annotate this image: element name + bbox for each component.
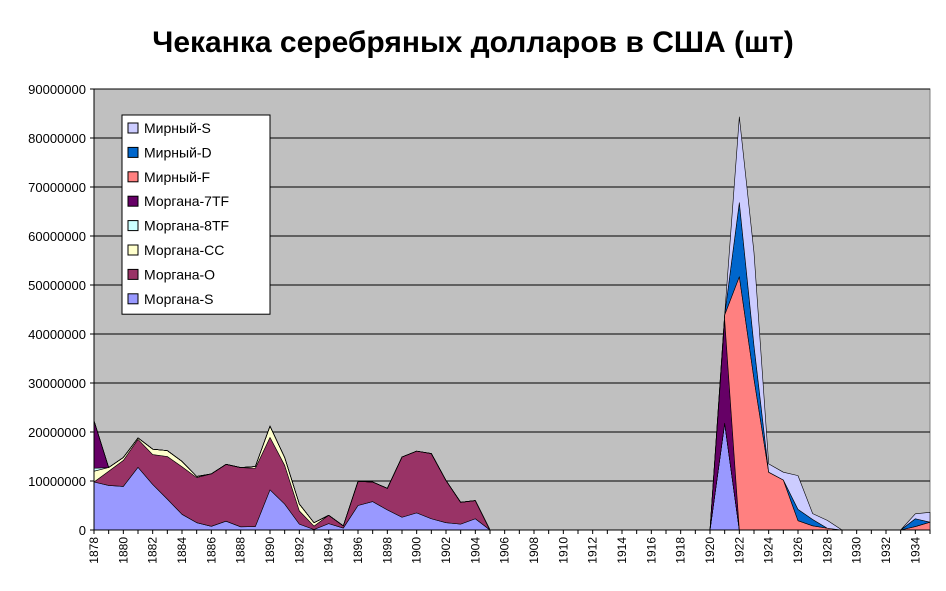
x-tick-label: 1882 (146, 537, 160, 564)
x-tick-label: 1912 (586, 537, 600, 564)
x-tick-label: 1924 (762, 537, 776, 564)
x-tick-label: 1932 (879, 537, 893, 564)
legend-swatch (127, 195, 139, 207)
chart-title: Чеканка серебряных долларов в США (шт) (152, 26, 794, 59)
y-tick-label: 60000000 (28, 229, 86, 244)
legend-swatch (127, 268, 139, 280)
x-tick-label: 1916 (644, 537, 658, 564)
x-tick-label: 1902 (439, 537, 453, 564)
x-tick-label: 1930 (850, 537, 864, 564)
x-tick-label: 1908 (527, 537, 541, 564)
y-tick-label: 90000000 (28, 82, 86, 97)
legend-label: Моргана-8TF (144, 218, 229, 234)
y-tick-label: 30000000 (28, 376, 86, 391)
x-tick-label: 1880 (116, 537, 130, 564)
legend-swatch (127, 293, 139, 305)
x-tick-label: 1928 (820, 537, 834, 564)
legend-swatch (127, 146, 139, 158)
x-tick-label: 1914 (615, 537, 629, 564)
x-tick-label: 1888 (234, 537, 248, 564)
x-tick-label: 1878 (87, 537, 101, 564)
y-tick-label: 50000000 (28, 278, 86, 293)
legend-label: Моргана-S (144, 291, 214, 307)
y-tick-label: 40000000 (28, 327, 86, 342)
legend-swatch (127, 171, 139, 183)
x-tick-label: 1894 (322, 537, 336, 564)
x-tick-label: 1910 (556, 537, 570, 564)
x-tick-label: 1922 (732, 537, 746, 564)
x-tick-label: 1904 (468, 537, 482, 564)
legend-swatch (127, 122, 139, 134)
x-tick-label: 1900 (410, 537, 424, 564)
legend-label: Моргана-7TF (144, 193, 229, 209)
y-tick-label: 80000000 (28, 131, 86, 146)
x-tick-label: 1884 (175, 537, 189, 564)
y-tick-label: 20000000 (28, 425, 86, 440)
legend-label: Мирный-F (144, 169, 210, 185)
legend-label: Моргана-CC (144, 242, 224, 258)
x-tick-label: 1898 (380, 537, 394, 564)
series-area-8 (93, 116, 931, 531)
x-tick-label: 1896 (351, 537, 365, 564)
legend-box (121, 114, 271, 315)
x-tick-label: 1906 (498, 537, 512, 564)
x-tick-label: 1918 (674, 537, 688, 564)
x-tick-label: 1934 (908, 537, 922, 564)
x-tick-label: 1892 (292, 537, 306, 564)
x-tick-label: 1920 (703, 537, 717, 564)
legend-label: Мирный-S (144, 120, 211, 136)
y-tick-label: 0 (79, 523, 86, 538)
y-tick-label: 10000000 (28, 474, 86, 489)
x-tick-label: 1926 (791, 537, 805, 564)
legend-swatch (127, 244, 139, 256)
legend-swatch (127, 220, 139, 232)
x-tick-label: 1890 (263, 537, 277, 564)
x-tick-label: 1886 (204, 537, 218, 564)
y-tick-label: 70000000 (28, 180, 86, 195)
legend-label: Моргана-O (144, 266, 215, 282)
legend-label: Мирный-D (144, 144, 212, 160)
